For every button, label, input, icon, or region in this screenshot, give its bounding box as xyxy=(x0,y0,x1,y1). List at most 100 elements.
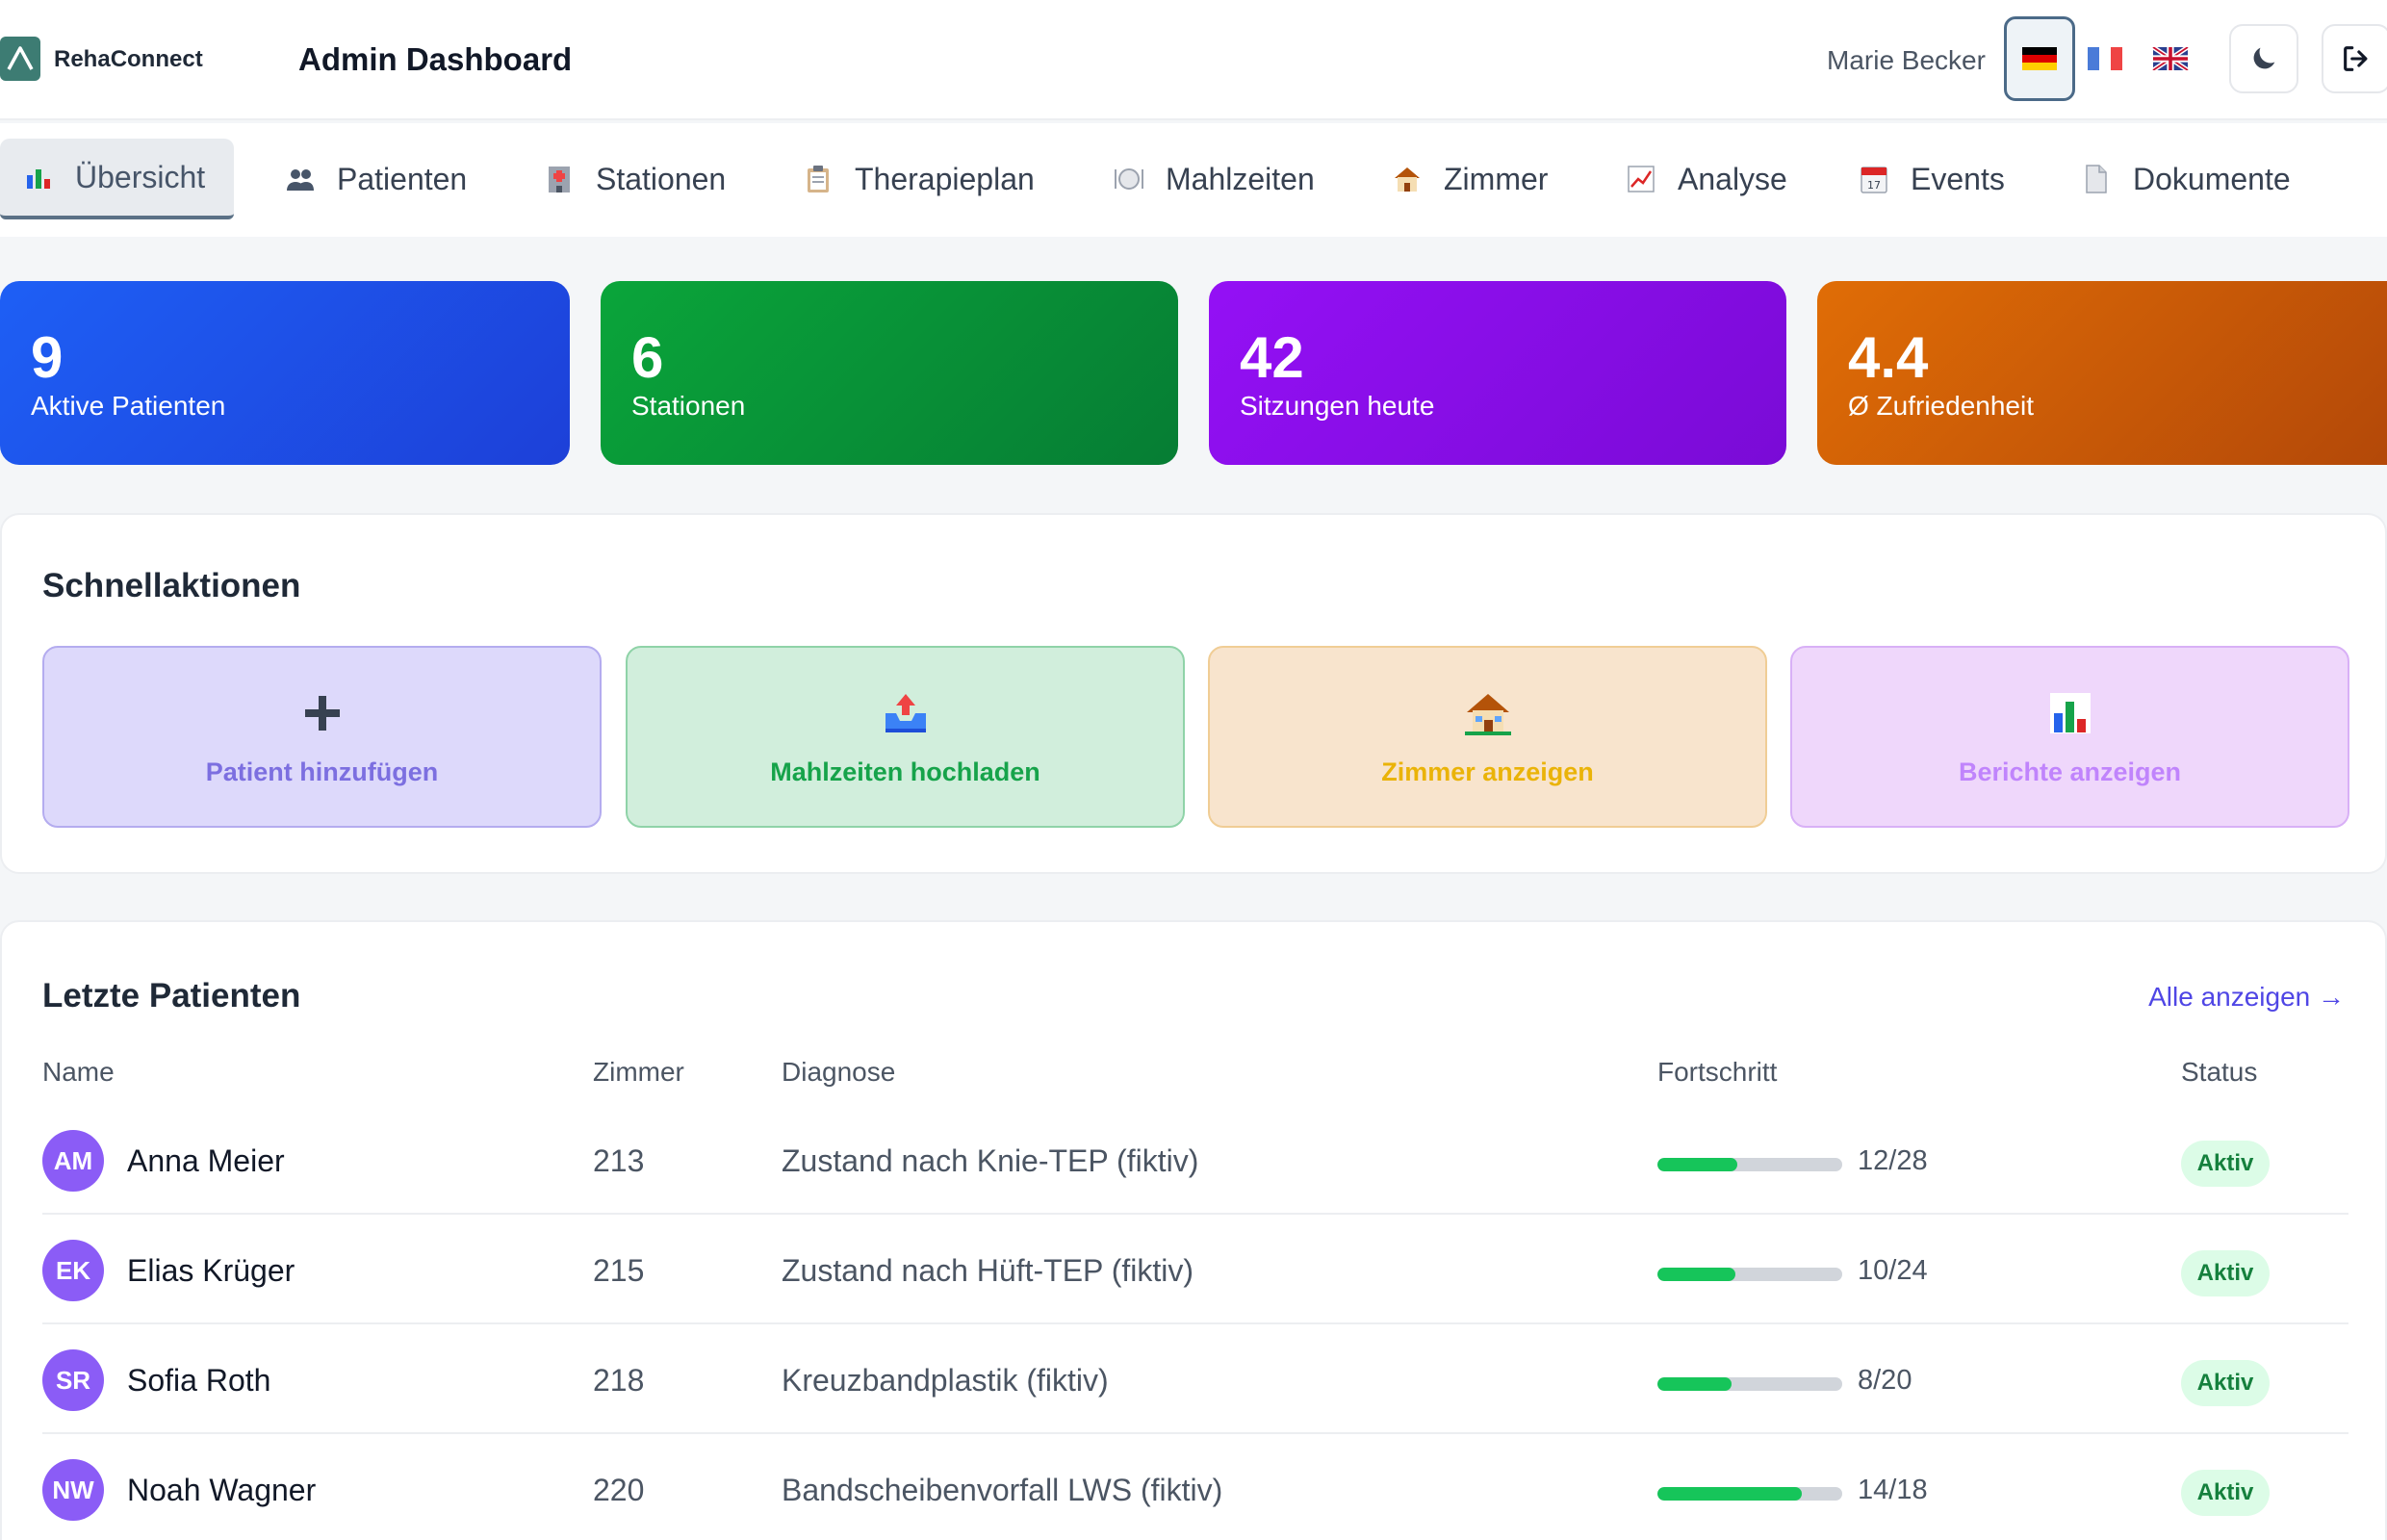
stat-card-sessions-today: 42 Sitzungen heute xyxy=(1209,281,1786,465)
show-reports-button[interactable]: Berichte anzeigen xyxy=(1790,646,2349,828)
progress-bar xyxy=(1657,1487,1842,1501)
qa-label: Patient hinzufügen xyxy=(205,757,439,786)
moon-icon xyxy=(2253,47,2275,69)
show-all-link[interactable]: Alle anzeigen → xyxy=(2148,982,2345,1012)
recent-patients-panel: Letzte Patienten Alle anzeigen → Name Zi… xyxy=(0,920,2387,1540)
progress-fill xyxy=(1657,1158,1737,1171)
calendar-icon: 17 xyxy=(1859,164,1889,194)
patient-diagnosis: Kreuzbandplastik (fiktiv) xyxy=(782,1363,1109,1398)
table-row[interactable]: AM Anna Meier 213 Zustand nach Knie-TEP … xyxy=(42,1105,2348,1215)
progress-count: 14/18 xyxy=(1858,1475,1928,1505)
patient-name: Anna Meier xyxy=(127,1143,285,1178)
bar-chart-icon xyxy=(23,162,54,192)
patient-name: Sofia Roth xyxy=(127,1363,271,1398)
patient-name: Noah Wagner xyxy=(127,1473,317,1507)
patient-room: 213 xyxy=(593,1143,645,1178)
patient-diagnosis: Zustand nach Hüft-TEP (fiktiv) xyxy=(782,1253,1194,1288)
tab-patienten[interactable]: Patienten xyxy=(285,139,467,219)
logo-mountain-icon xyxy=(7,46,34,70)
house-icon xyxy=(1464,686,1511,740)
progress-count: 8/20 xyxy=(1858,1365,1912,1396)
flag-germany-icon xyxy=(2022,47,2057,70)
language-fr-button[interactable] xyxy=(2069,16,2141,101)
qa-label: Berichte anzeigen xyxy=(1958,757,2182,786)
clipboard-icon xyxy=(803,164,834,194)
column-header-diagnosis: Diagnose xyxy=(782,1057,896,1087)
tab-label: Analyse xyxy=(1678,161,1787,196)
tab-analyse[interactable]: Analyse xyxy=(1626,139,1787,219)
status-badge: Aktiv xyxy=(2181,1250,2270,1296)
patient-room: 218 xyxy=(593,1363,645,1398)
stat-value: 42 xyxy=(1240,325,1304,390)
status-badge: Aktiv xyxy=(2181,1360,2270,1406)
tab-events[interactable]: 17 Events xyxy=(1859,139,2005,219)
trend-chart-icon xyxy=(1626,164,1656,194)
tab-label: Übersicht xyxy=(75,159,206,194)
stat-label: Ø Zufriedenheit xyxy=(1848,391,2034,421)
logo[interactable] xyxy=(0,37,40,81)
progress-count: 10/24 xyxy=(1858,1255,1928,1286)
avatar: NW xyxy=(42,1459,104,1521)
language-en-button[interactable] xyxy=(2135,16,2206,101)
tab-label: Dokumente xyxy=(2133,161,2291,196)
quick-actions-panel: Schnellaktionen Patient hinzufügen Mahlz… xyxy=(0,513,2387,874)
tab-label: Events xyxy=(1911,161,2005,196)
flag-uk-icon xyxy=(2152,47,2189,70)
tab-label: Stationen xyxy=(596,161,727,196)
flag-france-icon xyxy=(2088,47,2122,70)
stat-label: Stationen xyxy=(631,391,746,421)
dark-mode-toggle[interactable] xyxy=(2229,24,2298,93)
progress-bar xyxy=(1657,1377,1842,1391)
stat-label: Sitzungen heute xyxy=(1240,391,1435,421)
language-de-button[interactable] xyxy=(2004,16,2075,101)
progress-fill xyxy=(1657,1377,1732,1391)
brand-name: RehaConnect xyxy=(54,46,203,72)
stat-value: 9 xyxy=(31,325,64,390)
plus-icon xyxy=(303,686,342,740)
tab-label: Patienten xyxy=(337,161,468,196)
tab-label: Mahlzeiten xyxy=(1166,161,1315,196)
tab-mahlzeiten[interactable]: Mahlzeiten xyxy=(1114,139,1315,219)
patient-room: 220 xyxy=(593,1473,645,1507)
plate-icon xyxy=(1114,164,1144,194)
qa-label: Zimmer anzeigen xyxy=(1381,757,1594,786)
top-bar: RehaConnect Admin Dashboard Marie Becker xyxy=(0,0,2387,120)
column-header-room: Zimmer xyxy=(593,1057,684,1087)
add-patient-button[interactable]: Patient hinzufügen xyxy=(42,646,602,828)
main-tabs: Übersicht Patienten Stationen Therapiepl… xyxy=(0,123,2387,237)
stat-card-active-patients: 9 Aktive Patienten xyxy=(0,281,570,465)
users-icon xyxy=(285,164,316,194)
avatar: EK xyxy=(42,1240,104,1301)
qa-label: Mahlzeiten hochladen xyxy=(770,757,1040,786)
tab-stationen[interactable]: Stationen xyxy=(544,139,726,219)
upload-meals-button[interactable]: Mahlzeiten hochladen xyxy=(626,646,1185,828)
column-header-progress: Fortschritt xyxy=(1657,1057,1778,1087)
avatar: SR xyxy=(42,1349,104,1411)
house-icon xyxy=(1392,164,1423,194)
upload-tray-icon xyxy=(883,686,929,740)
tab-therapieplan[interactable]: Therapieplan xyxy=(803,139,1035,219)
show-rooms-button[interactable]: Zimmer anzeigen xyxy=(1208,646,1767,828)
table-row[interactable]: SR Sofia Roth 218 Kreuzbandplastik (fikt… xyxy=(42,1324,2348,1434)
bar-chart-icon xyxy=(2049,686,2092,740)
status-badge: Aktiv xyxy=(2181,1470,2270,1516)
tab-zimmer[interactable]: Zimmer xyxy=(1392,139,1548,219)
progress-fill xyxy=(1657,1268,1735,1281)
column-header-status: Status xyxy=(2181,1057,2258,1087)
user-name: Marie Becker xyxy=(1827,45,1986,75)
logout-button[interactable] xyxy=(2322,24,2387,93)
tab-dokumente[interactable]: Dokumente xyxy=(2081,139,2291,219)
progress-count: 12/28 xyxy=(1858,1145,1928,1176)
table-row[interactable]: EK Elias Krüger 215 Zustand nach Hüft-TE… xyxy=(42,1215,2348,1324)
stat-label: Aktive Patienten xyxy=(31,391,226,421)
tab-uebersicht[interactable]: Übersicht xyxy=(0,139,235,219)
tab-label: Zimmer xyxy=(1444,161,1549,196)
tab-label: Therapieplan xyxy=(855,161,1035,196)
table-row[interactable]: NW Noah Wagner 220 Bandscheibenvorfall L… xyxy=(42,1434,2348,1540)
patient-diagnosis: Zustand nach Knie-TEP (fiktiv) xyxy=(782,1143,1199,1178)
progress-bar xyxy=(1657,1268,1842,1281)
column-header-name: Name xyxy=(42,1057,115,1087)
progress-fill xyxy=(1657,1487,1802,1501)
section-title: Schnellaktionen xyxy=(42,567,301,604)
patient-diagnosis: Bandscheibenvorfall LWS (fiktiv) xyxy=(782,1473,1223,1507)
